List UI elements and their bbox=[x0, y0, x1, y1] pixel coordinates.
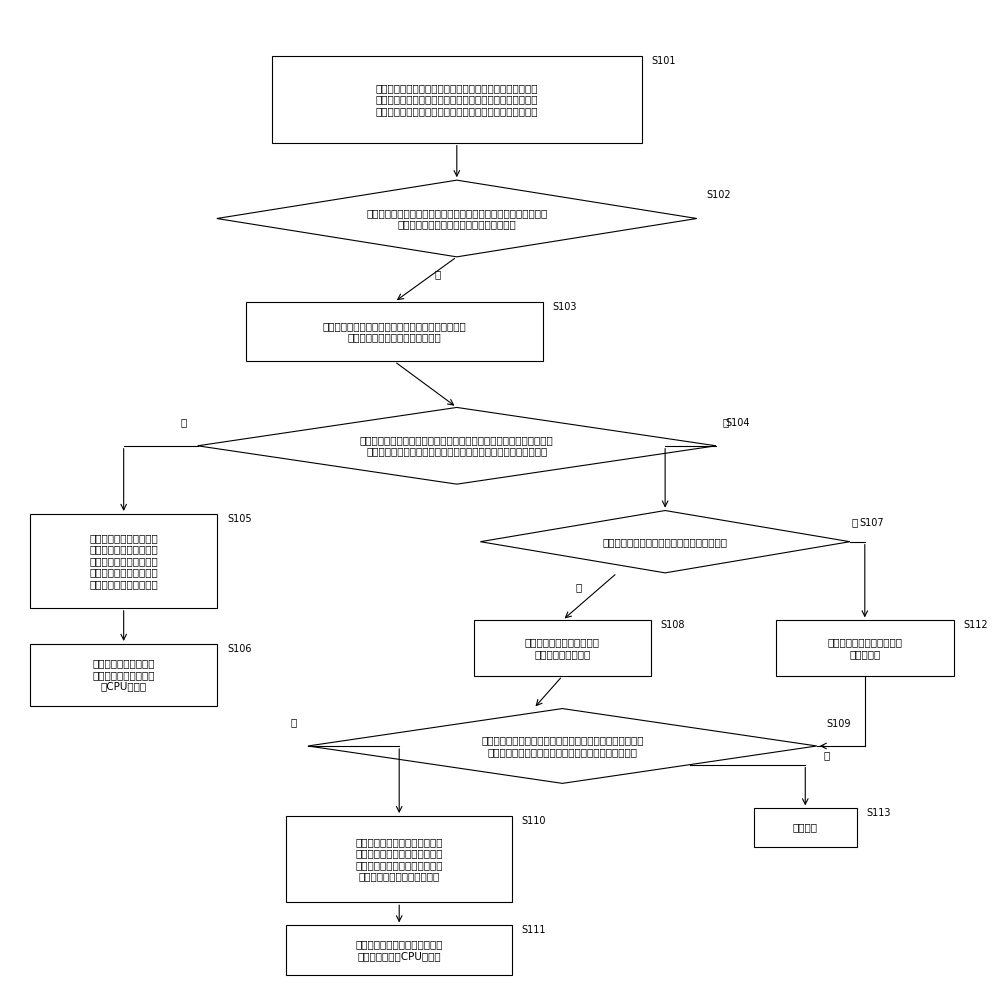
Text: 开启空闲任务运行线程，并在运行空闲任务过程中根据嵌入式实时操作
系统的第二当前系统时间判断预设标识的状态是否为第一有效状态: 开启空闲任务运行线程，并在运行空闲任务过程中根据嵌入式实时操作 系统的第二当前系… bbox=[360, 435, 554, 457]
Text: S109: S109 bbox=[826, 718, 851, 728]
Text: S101: S101 bbox=[651, 56, 676, 66]
Bar bbox=[776, 620, 954, 676]
Text: S112: S112 bbox=[963, 620, 988, 630]
Text: 当第一当前系统时间在测试时段内时，将第一当前系
统时间确定为空闲任务的启动时间: 当第一当前系统时间在测试时段内时，将第一当前系 统时间确定为空闲任务的启动时间 bbox=[323, 321, 466, 343]
Polygon shape bbox=[480, 510, 850, 572]
Bar bbox=[30, 643, 217, 706]
Text: 将第三当前系统时间确定为空闲
任务的结束时间，并根据空闲任
务的启动时间和空闲任务的结束
时间计算空闲任务的运行时长: 将第三当前系统时间确定为空闲 任务的结束时间，并根据空闲任 务的启动时间和空闲任… bbox=[355, 837, 443, 881]
Text: S103: S103 bbox=[553, 302, 577, 312]
Text: S108: S108 bbox=[661, 620, 685, 630]
Bar bbox=[474, 620, 651, 676]
Text: 开启第一接口函数线程，并根据嵌入式实时操作系统的第一当前系
统时间判断预设标识的状态是否为无效状态: 开启第一接口函数线程，并根据嵌入式实时操作系统的第一当前系 统时间判断预设标识的… bbox=[366, 208, 547, 230]
Polygon shape bbox=[217, 180, 697, 257]
Bar bbox=[272, 56, 642, 143]
Text: 否: 否 bbox=[823, 750, 830, 760]
Text: 在空闲任务运行线程之后添
加第二接口函数线程: 在空闲任务运行线程之后添 加第二接口函数线程 bbox=[525, 637, 600, 659]
Text: 开启空闲任务运行线程并运
行空闲任务: 开启空闲任务运行线程并运 行空闲任务 bbox=[827, 637, 902, 659]
Text: 根据空闲任务的运行时
长和测试时段的时长计
算CPU负载率: 根据空闲任务的运行时 长和测试时段的时长计 算CPU负载率 bbox=[92, 658, 155, 691]
Text: 开启第二接口函数线程，并根据嵌入式实时操作系统的第三
当前系统时间判断预设标识的状态是否为第二有效状态: 开启第二接口函数线程，并根据嵌入式实时操作系统的第三 当前系统时间判断预设标识的… bbox=[481, 735, 644, 757]
Text: S110: S110 bbox=[522, 816, 546, 826]
Text: 否: 否 bbox=[722, 417, 729, 427]
Text: 当接收到携带有测试时段的测试通知时，根据嵌入式实时操
作系统的系统时间实时更新预设标识的状态，并在嵌入式实
时操作系统的空闲任务运行线程之前添加第一接口函数线程: 当接收到携带有测试时段的测试通知时，根据嵌入式实时操 作系统的系统时间实时更新预… bbox=[376, 83, 538, 116]
Text: S104: S104 bbox=[726, 418, 750, 428]
Text: S105: S105 bbox=[227, 513, 252, 523]
Text: 是: 是 bbox=[180, 417, 186, 427]
Text: 否: 否 bbox=[852, 517, 858, 527]
Text: 是: 是 bbox=[290, 717, 297, 727]
Text: S111: S111 bbox=[522, 925, 546, 935]
Bar bbox=[286, 816, 512, 902]
Text: S107: S107 bbox=[860, 518, 884, 528]
Polygon shape bbox=[198, 408, 716, 485]
Text: 根据空闲任务的运行时长和测试
时段的时长计算CPU负载率: 根据空闲任务的运行时长和测试 时段的时长计算CPU负载率 bbox=[355, 939, 443, 961]
Text: S106: S106 bbox=[227, 643, 251, 653]
Bar bbox=[246, 302, 543, 362]
Text: 是: 是 bbox=[434, 269, 441, 279]
Text: 退出计算: 退出计算 bbox=[793, 822, 818, 832]
Bar bbox=[30, 513, 217, 607]
Polygon shape bbox=[308, 708, 817, 783]
Text: 判断嵌入式实时操作系统中是否存在任务抢占: 判断嵌入式实时操作系统中是否存在任务抢占 bbox=[603, 536, 728, 546]
Text: S102: S102 bbox=[706, 191, 731, 201]
Text: 将第二当前系统时间确定
为空闲任务的结束时间，
并根据空闲任务的启动时
间和空闲任务的结束时间
计算空闲任务的运行时长: 将第二当前系统时间确定 为空闲任务的结束时间， 并根据空闲任务的启动时 间和空闲… bbox=[89, 532, 158, 589]
Bar bbox=[754, 808, 857, 847]
Text: 是: 是 bbox=[576, 582, 582, 592]
Bar bbox=[286, 925, 512, 975]
Text: S113: S113 bbox=[866, 808, 891, 818]
